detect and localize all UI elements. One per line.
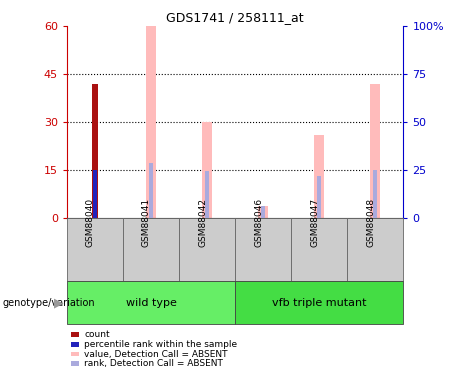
Text: value, Detection Call = ABSENT: value, Detection Call = ABSENT [84,350,228,358]
Bar [347,217,403,281]
Bar [202,122,212,218]
Text: rank, Detection Call = ABSENT: rank, Detection Call = ABSENT [84,359,223,368]
Bar [92,84,98,218]
Bar [314,135,324,218]
Text: GSM88046: GSM88046 [254,198,263,247]
Text: GSM88048: GSM88048 [366,198,375,247]
Text: GSM88041: GSM88041 [142,198,151,247]
Bar [235,281,403,324]
Text: GSM88042: GSM88042 [198,198,207,247]
Bar [149,164,153,218]
Bar [291,217,347,281]
Bar [205,171,209,217]
Bar [370,84,380,218]
Bar [67,281,235,324]
Bar [373,170,377,217]
Bar [93,170,97,217]
Text: GSM88040: GSM88040 [86,198,95,247]
Bar [123,217,179,281]
Bar [67,217,123,281]
Bar [258,206,268,218]
Text: vfb triple mutant: vfb triple mutant [272,298,366,308]
Bar [261,206,265,218]
Text: wild type: wild type [125,298,177,308]
Bar [146,26,156,218]
Text: GSM88047: GSM88047 [310,198,319,247]
Title: GDS1741 / 258111_at: GDS1741 / 258111_at [166,11,304,24]
Text: percentile rank within the sample: percentile rank within the sample [84,340,237,349]
Text: count: count [84,330,110,339]
Bar [235,217,291,281]
Bar [179,217,235,281]
Bar [317,176,321,218]
Text: genotype/variation: genotype/variation [2,298,95,308]
Text: ▶: ▶ [54,296,64,309]
